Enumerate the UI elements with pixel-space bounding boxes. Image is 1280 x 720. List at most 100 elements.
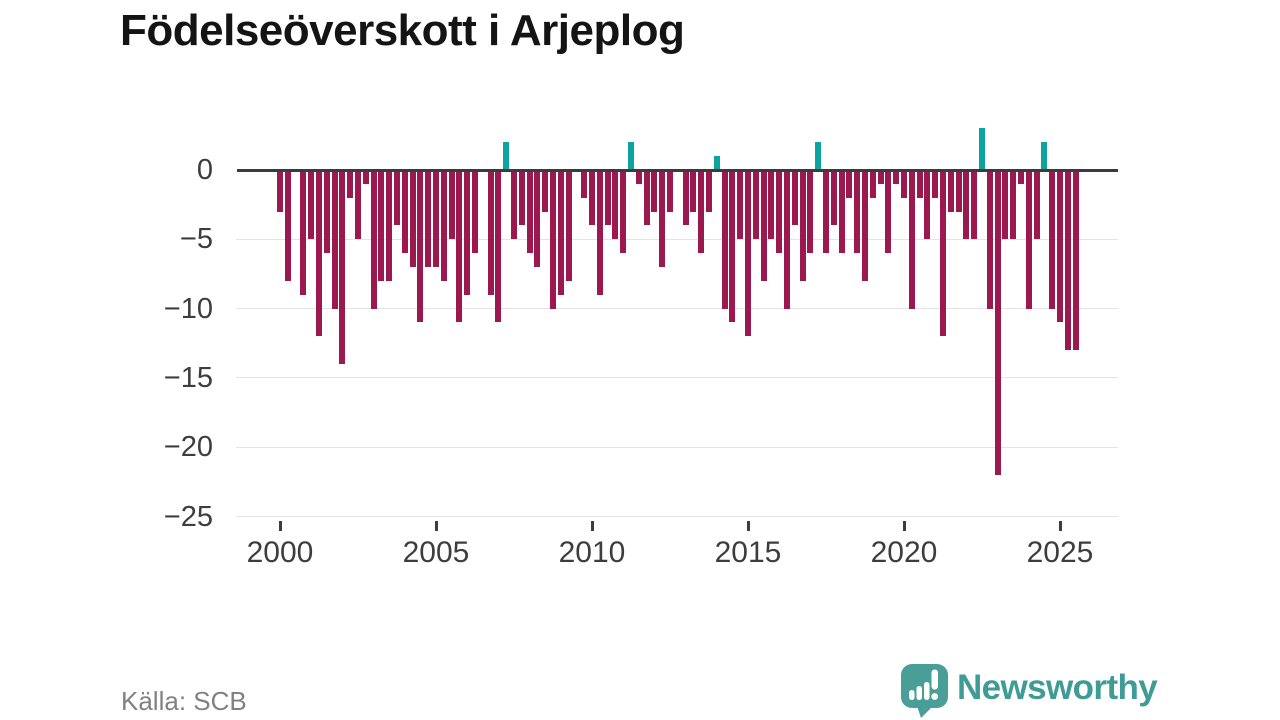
chart-bar <box>1025 170 1032 309</box>
chart-bar <box>425 170 432 268</box>
zero-axis-line <box>237 168 1118 172</box>
chart-bar <box>542 170 549 212</box>
newsworthy-wordmark: Newsworthy <box>957 668 1158 707</box>
chart-bar <box>667 170 673 212</box>
chart-bar <box>721 170 728 309</box>
chart-bar <box>713 156 720 170</box>
chart-bar <box>534 170 541 268</box>
chart-bar <box>401 170 408 254</box>
chart-bar <box>511 170 517 240</box>
chart-bar <box>557 170 564 295</box>
chart-bar <box>565 170 572 281</box>
chart-bar <box>347 170 354 198</box>
chart-bar <box>1041 142 1048 170</box>
chart-bar <box>979 128 985 170</box>
y-axis-label: −5 <box>179 223 213 256</box>
chart-bar <box>1018 170 1024 184</box>
chart-bar <box>456 170 463 323</box>
chart-bar <box>417 170 424 323</box>
chart-bar <box>635 170 642 184</box>
chart-bar <box>464 170 471 295</box>
chart-bar <box>971 170 978 240</box>
chart-bar <box>628 142 634 170</box>
chart-bar <box>503 142 510 170</box>
chart-bar <box>729 170 736 323</box>
chart-bar <box>1049 170 1056 309</box>
chart-bar <box>682 170 689 226</box>
chart-bar <box>550 170 556 309</box>
chart-bar <box>643 170 650 226</box>
chart-bar <box>706 170 712 212</box>
x-axis-label: 2015 <box>714 536 782 569</box>
chart-bar <box>908 170 915 309</box>
chart-bar <box>869 170 876 198</box>
chart-bar <box>823 170 829 254</box>
y-axis-label: −25 <box>163 500 213 533</box>
x-axis-tick <box>1058 521 1062 531</box>
chart-bar <box>440 170 447 281</box>
chart-bar <box>284 170 291 281</box>
chart-bar <box>986 170 993 309</box>
chart-bar <box>901 170 907 198</box>
chart-bar <box>495 170 502 323</box>
chart-bar <box>815 142 822 170</box>
chart-bar <box>885 170 892 254</box>
chart-title: Födelseöverskott i Arjeplog <box>120 6 685 55</box>
chart-bar <box>1057 170 1063 323</box>
y-axis-label: −15 <box>163 361 213 394</box>
chart-bar <box>331 170 338 309</box>
chart-bar <box>581 170 588 198</box>
chart-bar <box>745 170 751 337</box>
chart-bar <box>854 170 861 254</box>
chart-bar <box>323 170 330 254</box>
chart-bar <box>760 170 767 281</box>
chart-bar <box>838 170 845 254</box>
chart-bar <box>799 170 806 281</box>
chart-bar <box>448 170 455 240</box>
gridline-y-20 <box>236 446 1118 448</box>
chart-bar <box>339 170 346 365</box>
chart-bar <box>963 170 970 240</box>
chart-bar <box>433 170 439 268</box>
chart-bar <box>830 170 837 226</box>
chart-bar <box>1010 170 1017 240</box>
chart-bar <box>768 170 775 240</box>
chart-bar <box>316 170 322 337</box>
x-axis-tick <box>590 521 594 531</box>
y-axis-label: 0 <box>196 154 213 186</box>
chart-bar <box>916 170 923 198</box>
x-axis-tick <box>902 521 906 531</box>
x-axis-label: 2005 <box>402 536 470 569</box>
newsworthy-speech-bubble-barchart-icon <box>901 664 948 718</box>
x-axis-tick <box>746 521 750 531</box>
chart-bar <box>1072 170 1079 351</box>
chart-bar <box>620 170 627 254</box>
x-axis-label: 2000 <box>246 536 314 569</box>
chart-bar <box>409 170 416 268</box>
x-axis-label: 2025 <box>1026 536 1094 569</box>
chart-bar <box>1064 170 1071 351</box>
chart-bar <box>386 170 393 281</box>
chart-bar <box>877 170 884 184</box>
gridline-y-5 <box>236 238 1118 240</box>
x-axis-label: 2020 <box>870 536 938 569</box>
chart-bar <box>924 170 931 240</box>
x-axis-label: 2010 <box>558 536 626 569</box>
chart-bar <box>1002 170 1009 240</box>
source-attribution: Källa: SCB <box>121 686 247 716</box>
x-axis-tick <box>434 521 438 531</box>
chart-bar <box>659 170 666 268</box>
chart-bar <box>472 170 478 254</box>
chart-bar <box>737 170 744 240</box>
y-axis-label: −20 <box>163 431 213 464</box>
chart-bar <box>355 170 361 240</box>
chart-bar <box>776 170 783 254</box>
chart-bar <box>698 170 705 254</box>
chart-bar <box>752 170 759 240</box>
gridline-y-15 <box>236 377 1118 379</box>
chart-bar <box>940 170 946 337</box>
chart-bar <box>932 170 939 198</box>
y-axis-label: −10 <box>163 292 213 325</box>
